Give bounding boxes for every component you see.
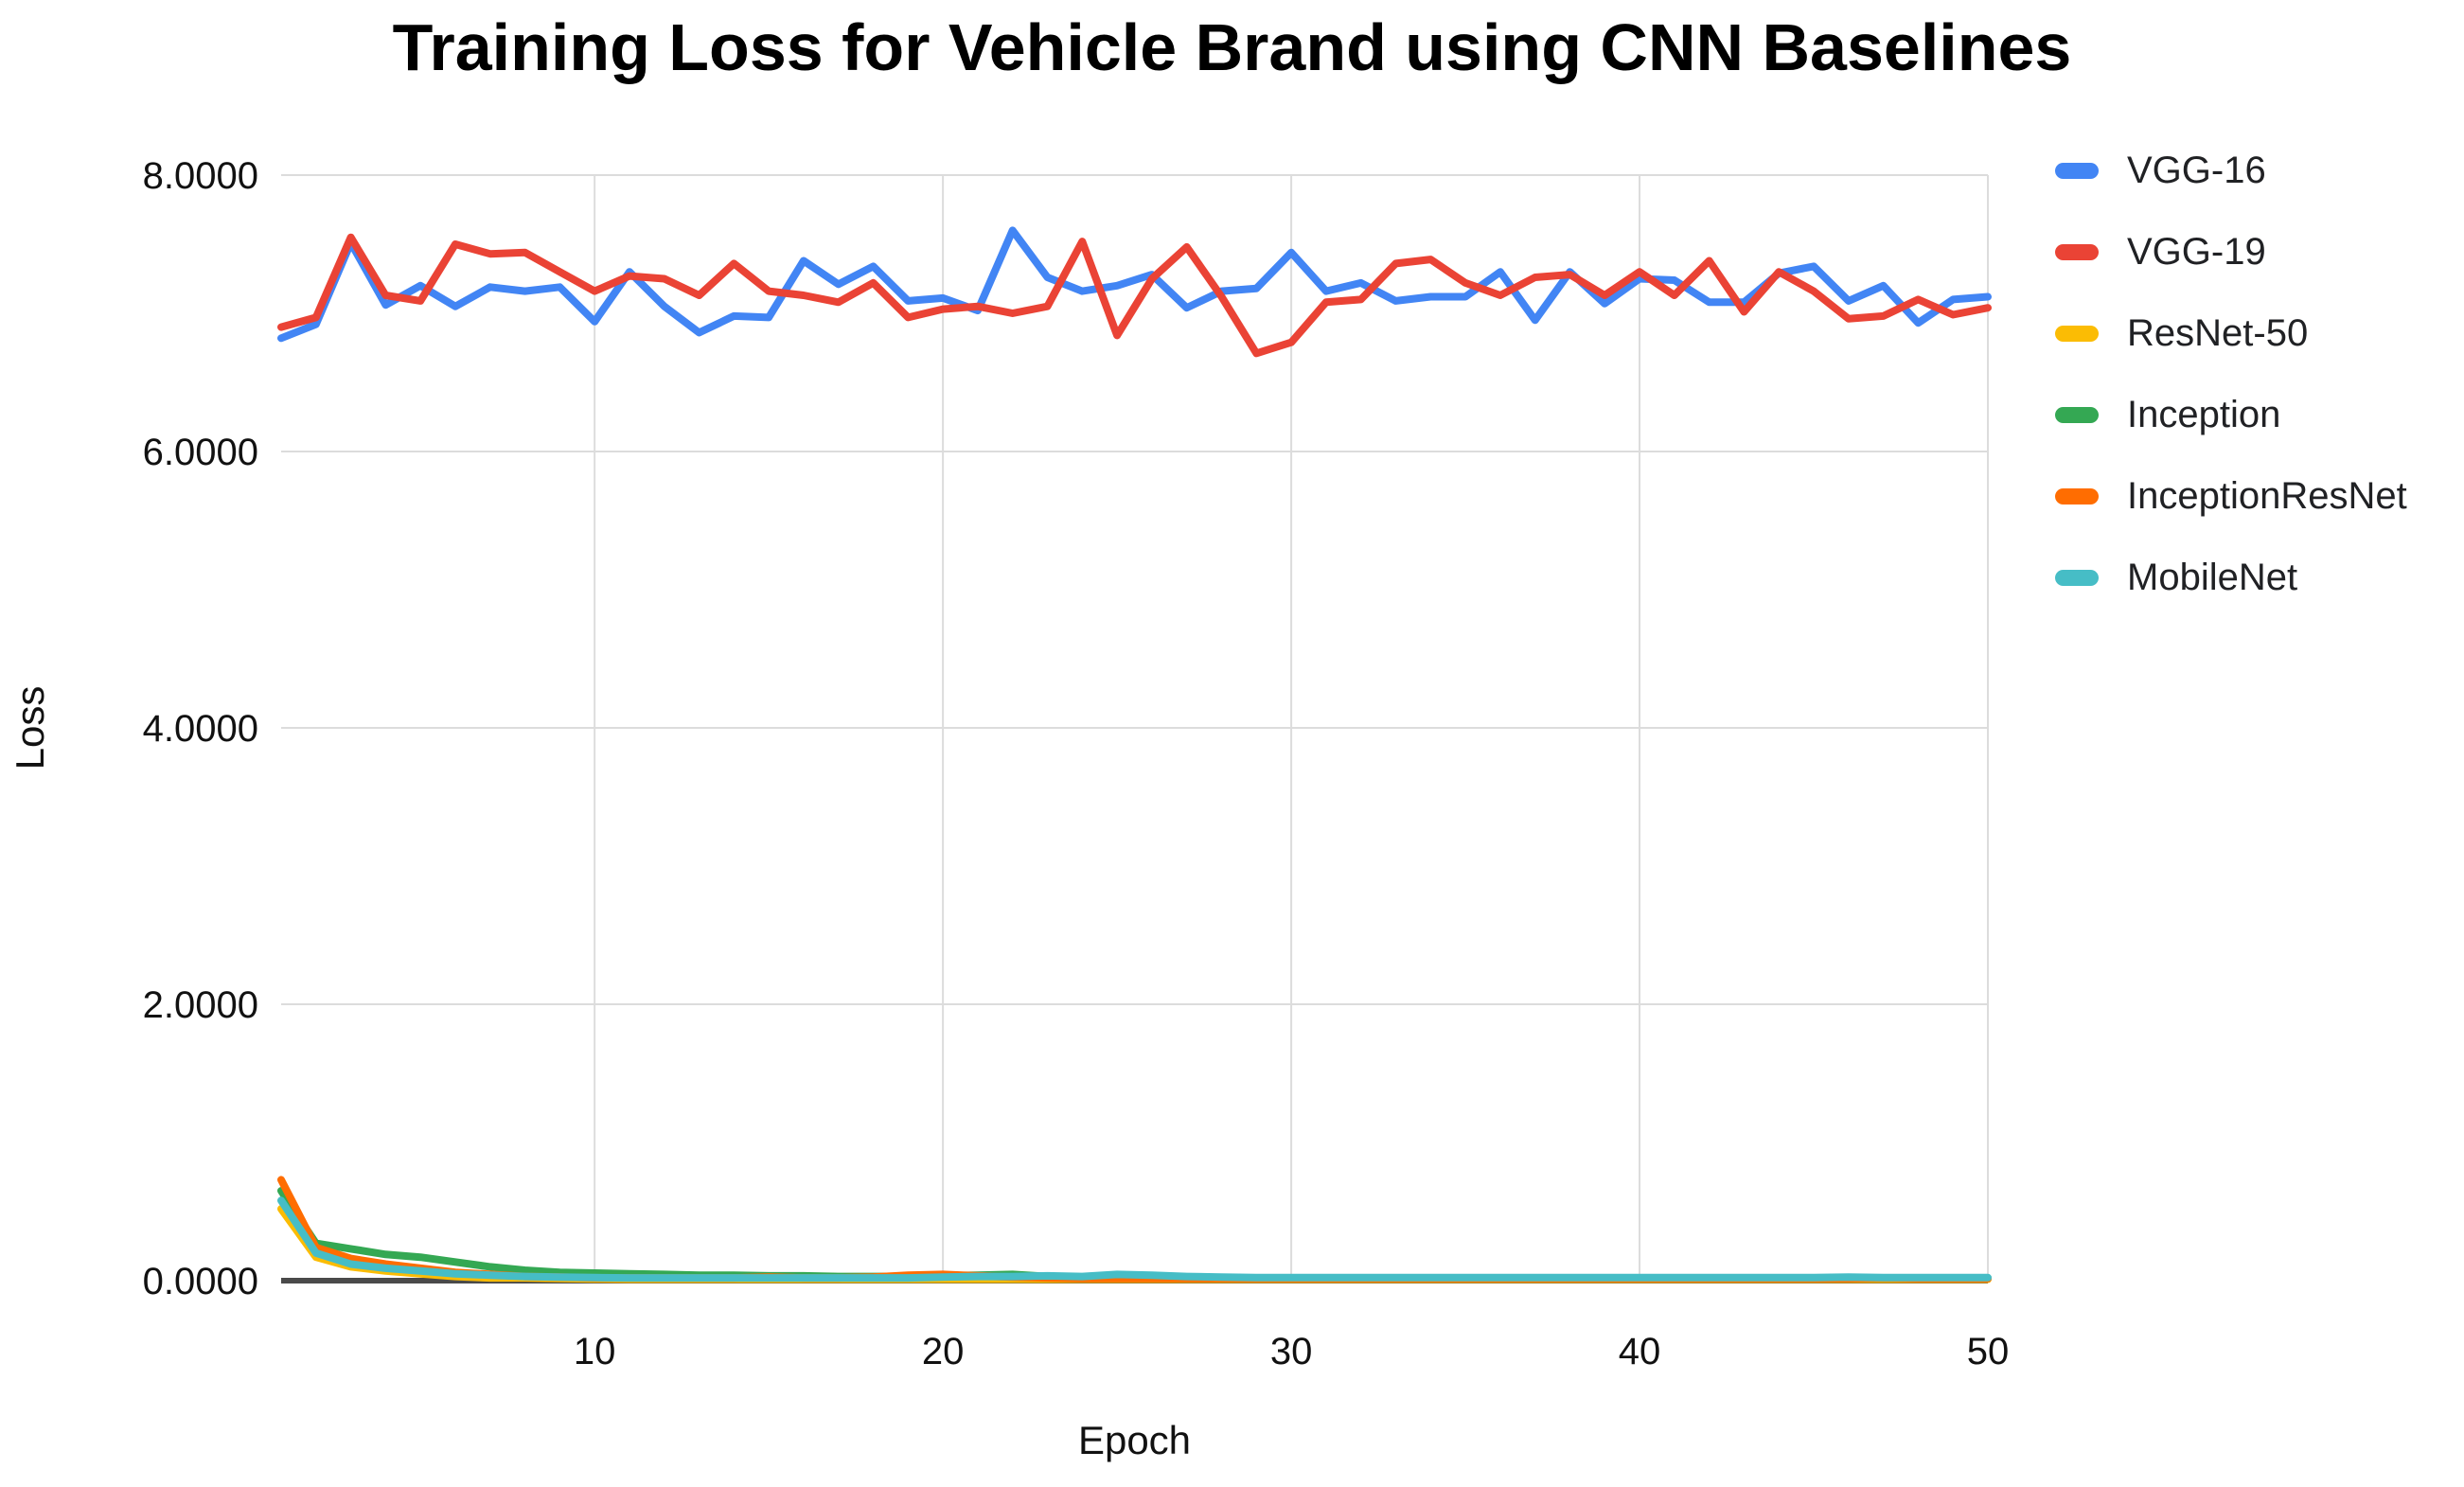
x-tick-label: 40 — [1619, 1331, 1661, 1372]
legend-label: VGG-19 — [2127, 230, 2266, 273]
x-tick-label: 30 — [1270, 1331, 1313, 1372]
legend-label: VGG-16 — [2127, 149, 2266, 191]
legend-item-VGG-19: VGG-19 — [2055, 225, 2407, 278]
series-line-VGG-19 — [277, 233, 1992, 358]
x-tick-label: 20 — [922, 1331, 965, 1372]
legend-item-InceptionResNet: InceptionResNet — [2055, 469, 2407, 522]
legend-label: Inception — [2127, 393, 2281, 435]
legend-swatch-icon — [2055, 487, 2099, 505]
legend-label: MobileNet — [2127, 556, 2298, 598]
legend-swatch-icon — [2055, 243, 2099, 260]
chart-title: Training Loss for Vehicle Brand using CN… — [392, 10, 2072, 84]
series-line-Inception — [277, 1187, 1992, 1283]
series-line-MobileNet — [277, 1196, 1992, 1283]
legend: VGG-16 VGG-19 ResNet-50 Inception InceptionR… — [2055, 144, 2407, 632]
y-tick-label: 2.0000 — [143, 984, 258, 1026]
legend-label: ResNet-50 — [2127, 311, 2309, 354]
y-tick-label: 8.0000 — [143, 155, 258, 197]
legend-swatch-icon — [2055, 325, 2099, 342]
y-tick-label: 6.0000 — [143, 432, 258, 473]
legend-swatch-icon — [2055, 162, 2099, 179]
x-tick-label: 50 — [1967, 1331, 2010, 1372]
legend-item-MobileNet: MobileNet — [2055, 551, 2407, 604]
legend-swatch-icon — [2055, 406, 2099, 423]
series-line-InceptionResNet — [277, 1176, 1992, 1283]
legend-item-ResNet-50: ResNet-50 — [2055, 307, 2407, 360]
legend-label: InceptionResNet — [2127, 474, 2407, 517]
y-tick-label: 0.0000 — [143, 1261, 258, 1302]
x-axis-title: Epoch — [1078, 1418, 1191, 1462]
y-tick-label: 4.0000 — [143, 708, 258, 750]
y-axis-title: Loss — [8, 686, 52, 770]
legend-item-VGG-16: VGG-16 — [2055, 144, 2407, 197]
legend-item-Inception: Inception — [2055, 388, 2407, 441]
legend-swatch-icon — [2055, 569, 2099, 586]
series-line-VGG-16 — [277, 226, 1992, 343]
x-tick-label: 10 — [574, 1331, 616, 1372]
